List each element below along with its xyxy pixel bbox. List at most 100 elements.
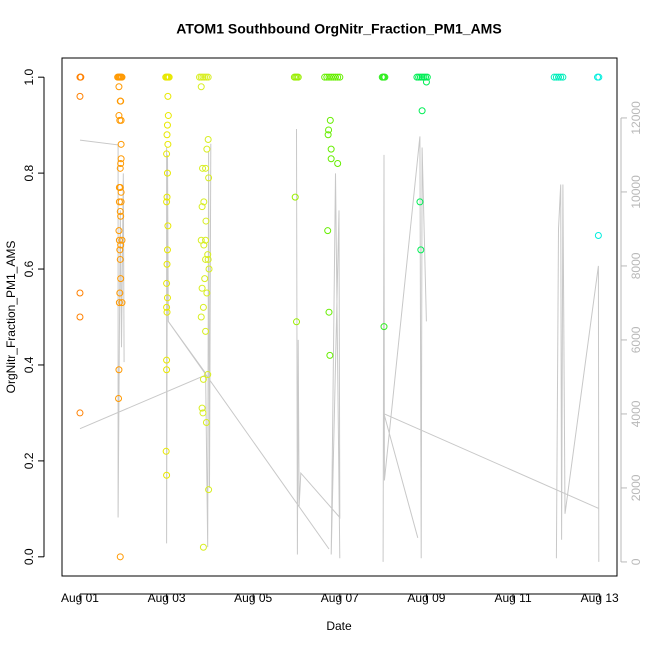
point [197,83,205,91]
point [115,227,123,235]
point [163,169,171,177]
point [199,303,207,311]
y2-tick-label: 6000 [629,326,643,353]
point [116,116,124,124]
point [293,318,301,326]
point [557,73,565,81]
point [198,203,206,211]
point [197,313,205,321]
point [205,174,213,182]
point [202,236,210,244]
point [115,236,123,244]
point [418,107,426,115]
point [595,73,603,81]
point [118,299,126,307]
point [163,308,171,316]
point [116,246,124,254]
point [291,193,299,201]
point [200,198,208,206]
point [117,241,125,249]
point [164,222,172,230]
point [115,395,123,403]
point [334,73,342,81]
y2-tick-label: 2000 [629,474,643,501]
point [163,150,171,158]
point [324,131,332,139]
point [118,236,126,244]
point [116,553,124,561]
point [115,366,123,374]
point [163,121,171,129]
altitude-line [79,128,600,562]
point [204,371,212,379]
point [334,160,342,168]
x-tick-label: Aug 11 [494,591,531,605]
point [200,241,208,249]
point [117,160,125,168]
point [117,198,125,206]
point [165,73,173,81]
point [77,73,85,81]
point [327,145,335,153]
point [204,73,212,81]
point [336,73,344,81]
y2-tick-label: 4000 [629,400,643,427]
point [115,299,123,307]
point [76,289,84,297]
point [555,73,563,81]
point [199,543,207,551]
point [203,289,211,297]
point [204,136,212,144]
plot-box [61,57,618,577]
point [76,92,84,100]
point [325,126,333,134]
x-tick-label: Aug 03 [148,591,186,605]
point [163,198,171,206]
y-tick-label: 0.8 [22,164,36,181]
y-tick-label: 0.4 [22,356,36,373]
y-tick-label: 0.0 [22,548,36,565]
point [325,308,333,316]
x-tick-label: Aug 09 [407,591,445,605]
point [117,155,125,163]
point [202,419,210,427]
x-tick-label: Aug 01 [61,591,99,605]
point [116,289,124,297]
point [163,193,171,201]
point [202,327,210,335]
point [205,486,213,494]
point [381,73,389,81]
point [164,92,172,100]
point [117,188,125,196]
point [202,255,210,263]
y-tick-label: 1.0 [22,69,36,86]
point [116,184,124,191]
point [202,164,210,172]
point [423,73,431,81]
point [163,294,171,302]
chart-title: ATOM1 Southbound OrgNitr_Fraction_PM1_AM… [176,21,501,37]
point [327,155,335,163]
point [202,217,210,225]
point [331,73,339,81]
point [76,313,84,321]
point [198,404,206,412]
point [117,275,125,283]
point [163,246,171,254]
point [163,366,171,374]
point [417,246,425,254]
y2-tick-label: 10000 [629,175,643,209]
point [326,116,334,124]
point [163,356,171,364]
point [164,112,172,120]
point [205,265,213,273]
point [116,164,124,172]
y2-tick-label: 12000 [629,101,643,135]
point [162,447,170,455]
point [199,375,207,383]
x-tick-label: Aug 13 [581,591,619,605]
point [201,275,209,283]
point [380,323,388,331]
point [116,207,124,215]
